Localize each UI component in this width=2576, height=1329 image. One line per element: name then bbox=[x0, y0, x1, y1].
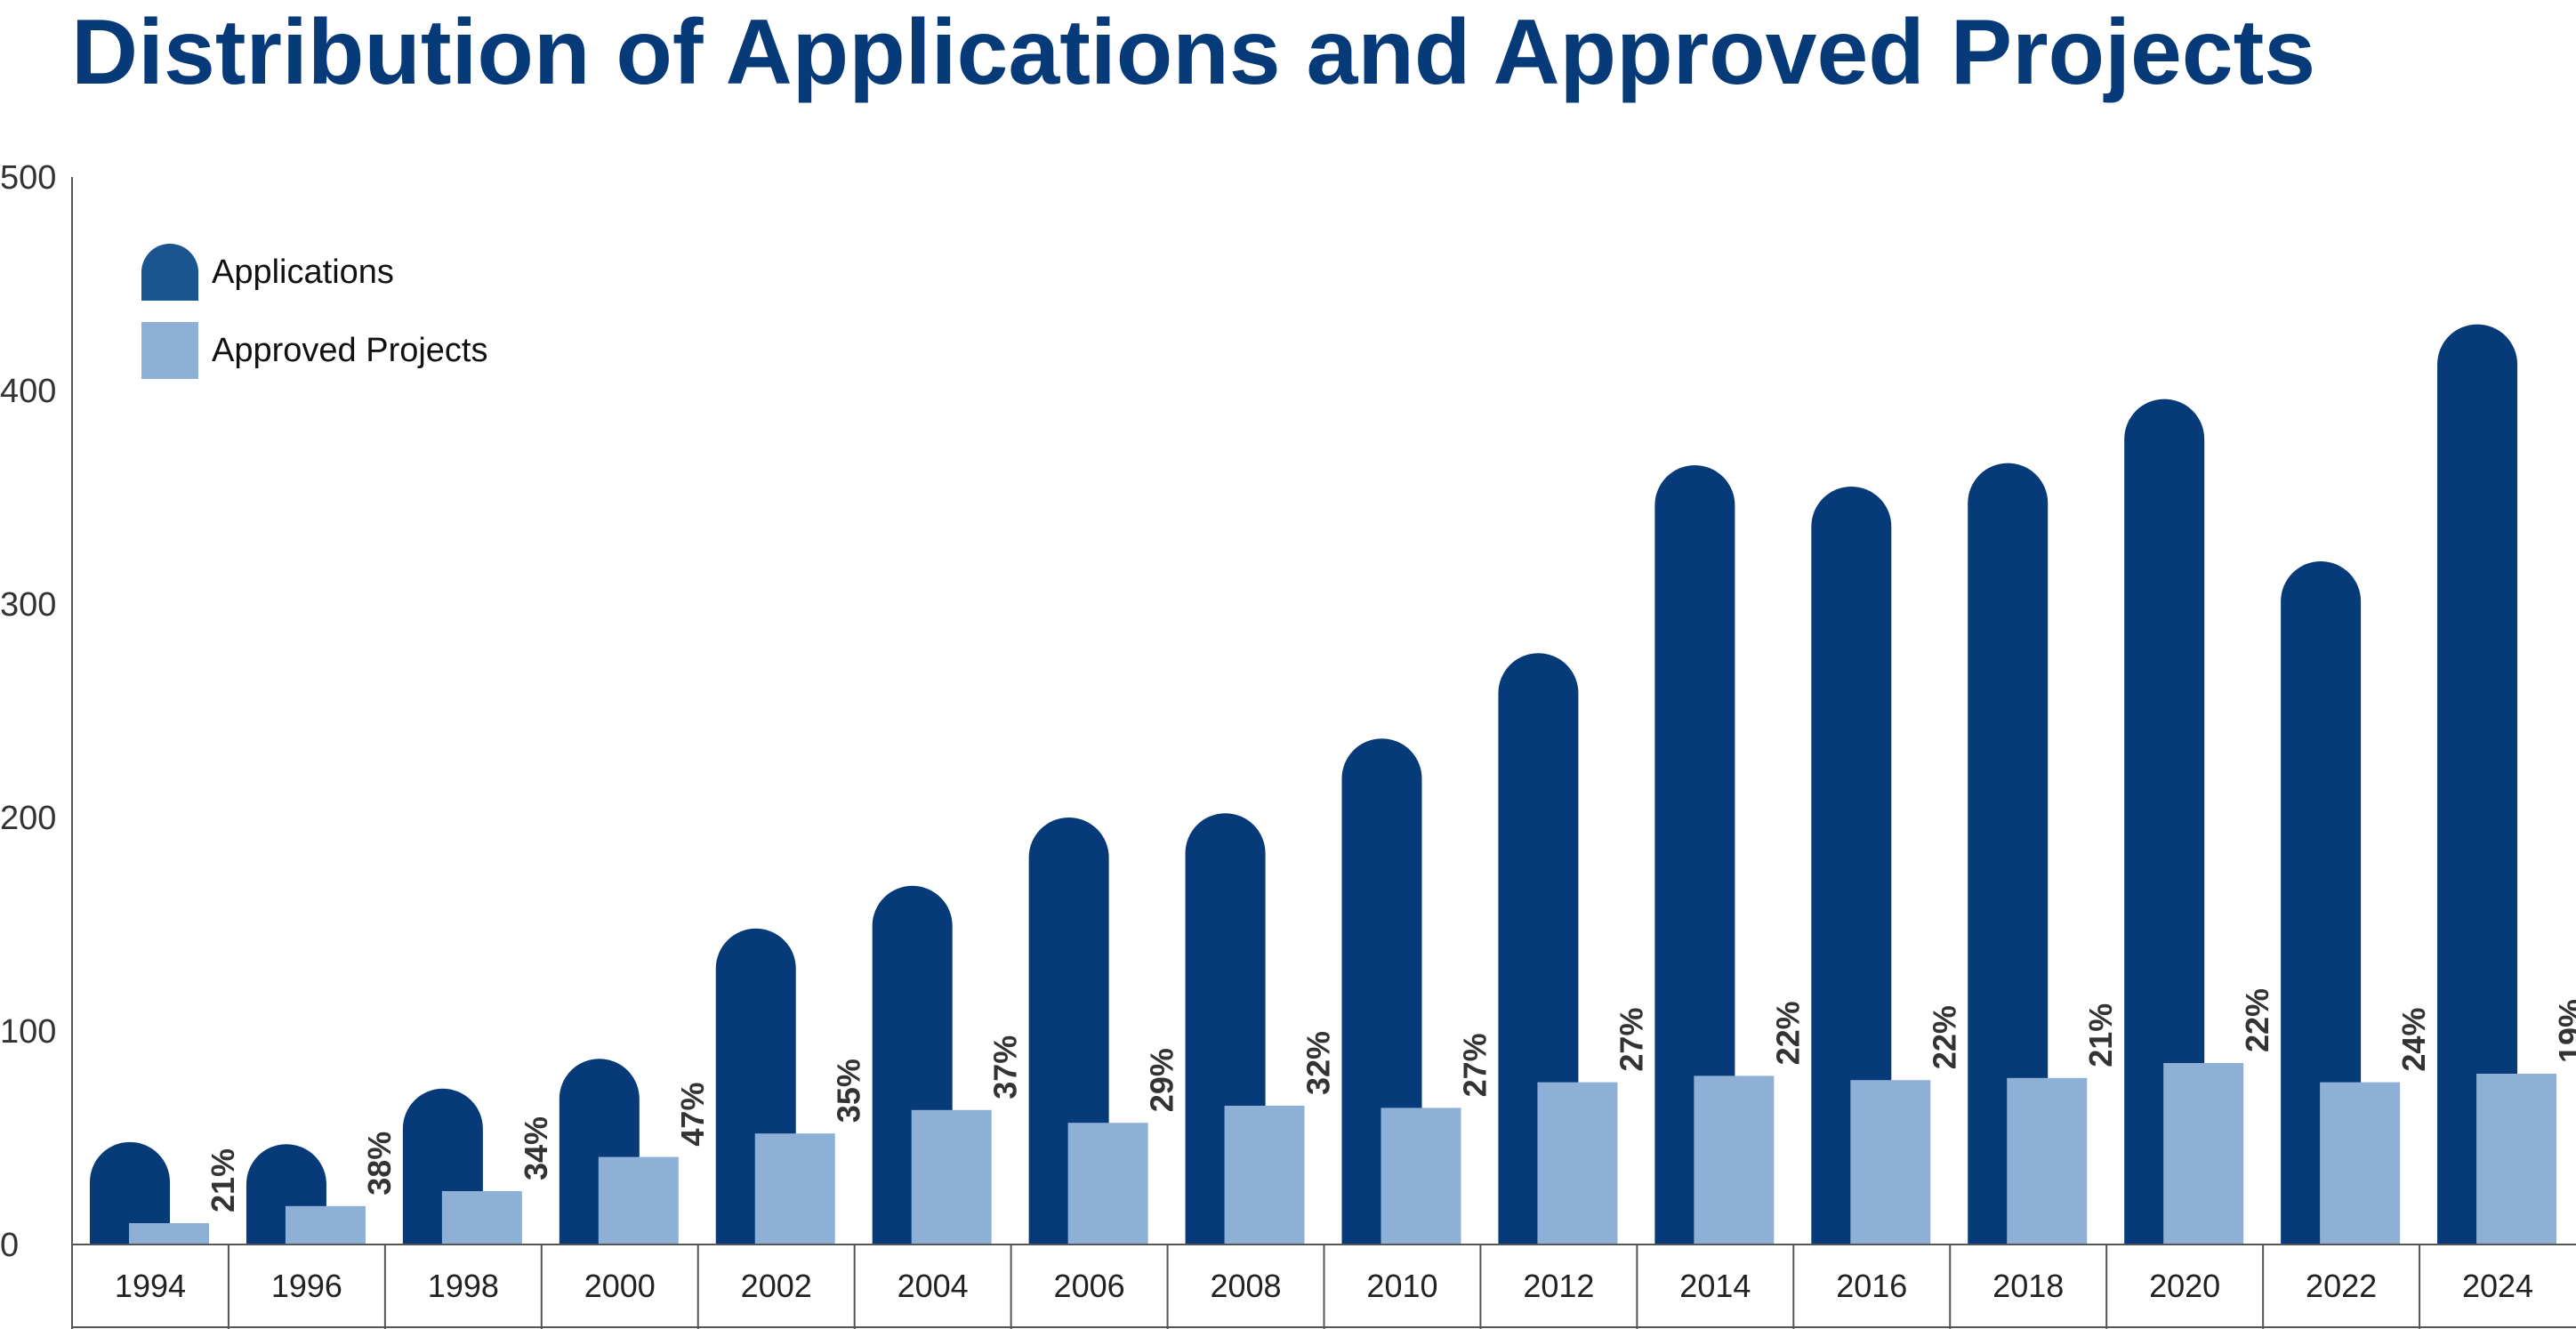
approval-rate-label: 37% bbox=[987, 1035, 1024, 1099]
y-tick-label: 500 bbox=[0, 159, 56, 197]
approval-rate-label: 21% bbox=[2082, 1003, 2119, 1067]
x-tick-label: 2024 bbox=[2462, 1268, 2533, 1304]
approval-rate-label: 32% bbox=[1300, 1031, 1337, 1095]
x-tick-label: 1998 bbox=[428, 1268, 499, 1304]
approval-rate-label: 47% bbox=[674, 1083, 711, 1147]
x-tick-label: 2000 bbox=[584, 1268, 656, 1304]
approved-bar bbox=[441, 1191, 522, 1244]
applications-bar bbox=[1811, 487, 1892, 1244]
x-tick-label: 2006 bbox=[1054, 1268, 1125, 1304]
x-tick-label: 1994 bbox=[115, 1268, 186, 1304]
y-tick-label: 300 bbox=[0, 586, 56, 624]
approved-bar bbox=[1224, 1106, 1305, 1244]
y-tick-label: 200 bbox=[0, 800, 56, 837]
x-tick-label: 2012 bbox=[1523, 1268, 1594, 1304]
y-tick-label: 0 bbox=[0, 1227, 19, 1264]
x-axis: 1994 1996 1998 2000 2002 2004 2006 2008 2010 2012… bbox=[72, 1244, 2576, 1329]
approved-bar bbox=[2007, 1077, 2088, 1244]
approval-rate-label: 19% bbox=[2552, 999, 2576, 1063]
approval-rate-label: 27% bbox=[1457, 1033, 1493, 1097]
approved-bar bbox=[1537, 1082, 1618, 1244]
approval-rate-label: 34% bbox=[518, 1116, 554, 1180]
y-tick-label: 100 bbox=[0, 1013, 56, 1051]
approval-rate-label: 24% bbox=[2395, 1008, 2432, 1072]
x-tick-label: 1996 bbox=[271, 1268, 342, 1304]
legend-label-applications: Applications bbox=[212, 254, 394, 291]
x-tick-label: 2014 bbox=[1679, 1268, 1751, 1304]
applications-bar bbox=[1968, 463, 2049, 1244]
approved-bar bbox=[2476, 1074, 2557, 1244]
legend-label-approved: Approved Projects bbox=[212, 332, 488, 369]
approval-rate-label: 21% bbox=[205, 1148, 241, 1212]
approval-rate-label: 35% bbox=[831, 1059, 867, 1123]
approval-rate-label: 27% bbox=[1613, 1008, 1649, 1072]
applications-bar bbox=[2124, 399, 2205, 1245]
applications-bar bbox=[2437, 324, 2518, 1245]
approved-bar bbox=[1694, 1075, 1775, 1244]
approval-rate-label: 22% bbox=[1926, 1005, 1962, 1069]
applications-bar bbox=[2281, 561, 2362, 1244]
legend-swatch-approved bbox=[141, 322, 198, 379]
approved-bar bbox=[1850, 1080, 1931, 1244]
y-tick-label: 400 bbox=[0, 373, 56, 410]
applications-bar bbox=[90, 1141, 170, 1244]
x-tick-label: 2018 bbox=[1992, 1268, 2064, 1304]
y-axis: 0 100 200 300 400 500 bbox=[0, 159, 73, 1329]
x-tick-label: 2004 bbox=[898, 1268, 969, 1304]
approved-bar bbox=[2320, 1082, 2401, 1244]
x-tick-label: 2020 bbox=[2149, 1268, 2220, 1304]
applications-bar bbox=[1654, 465, 1735, 1244]
approval-rate-label: 22% bbox=[2239, 988, 2275, 1052]
approved-bar bbox=[129, 1223, 209, 1244]
approved-bar bbox=[1381, 1108, 1461, 1244]
bars: 21% 38% 34% 47% 35% 37% 29% 32% 27% 27% 22% 22% 21% 2… bbox=[90, 324, 2576, 1245]
approved-bar bbox=[911, 1109, 992, 1244]
legend-swatch-applications bbox=[141, 244, 198, 301]
x-tick-label: 2002 bbox=[741, 1268, 812, 1304]
approved-bar bbox=[598, 1156, 679, 1244]
chart-title: Distribution of Applications and Approve… bbox=[71, 1, 2316, 104]
approved-bar bbox=[285, 1205, 366, 1244]
approved-bar bbox=[1067, 1123, 1148, 1244]
x-tick-label: 2010 bbox=[1366, 1268, 1437, 1304]
approved-bar bbox=[2163, 1063, 2244, 1244]
approval-rate-label: 22% bbox=[1769, 1001, 1806, 1065]
x-tick-label: 2022 bbox=[2306, 1268, 2377, 1304]
x-tick-label: 2016 bbox=[1836, 1268, 1907, 1304]
legend: Applications Approved Projects bbox=[141, 244, 488, 379]
approval-rate-label: 29% bbox=[1144, 1048, 1180, 1112]
approval-rate-label: 38% bbox=[361, 1132, 398, 1196]
x-tick-label: 2008 bbox=[1210, 1268, 1281, 1304]
approved-bar bbox=[754, 1133, 835, 1244]
